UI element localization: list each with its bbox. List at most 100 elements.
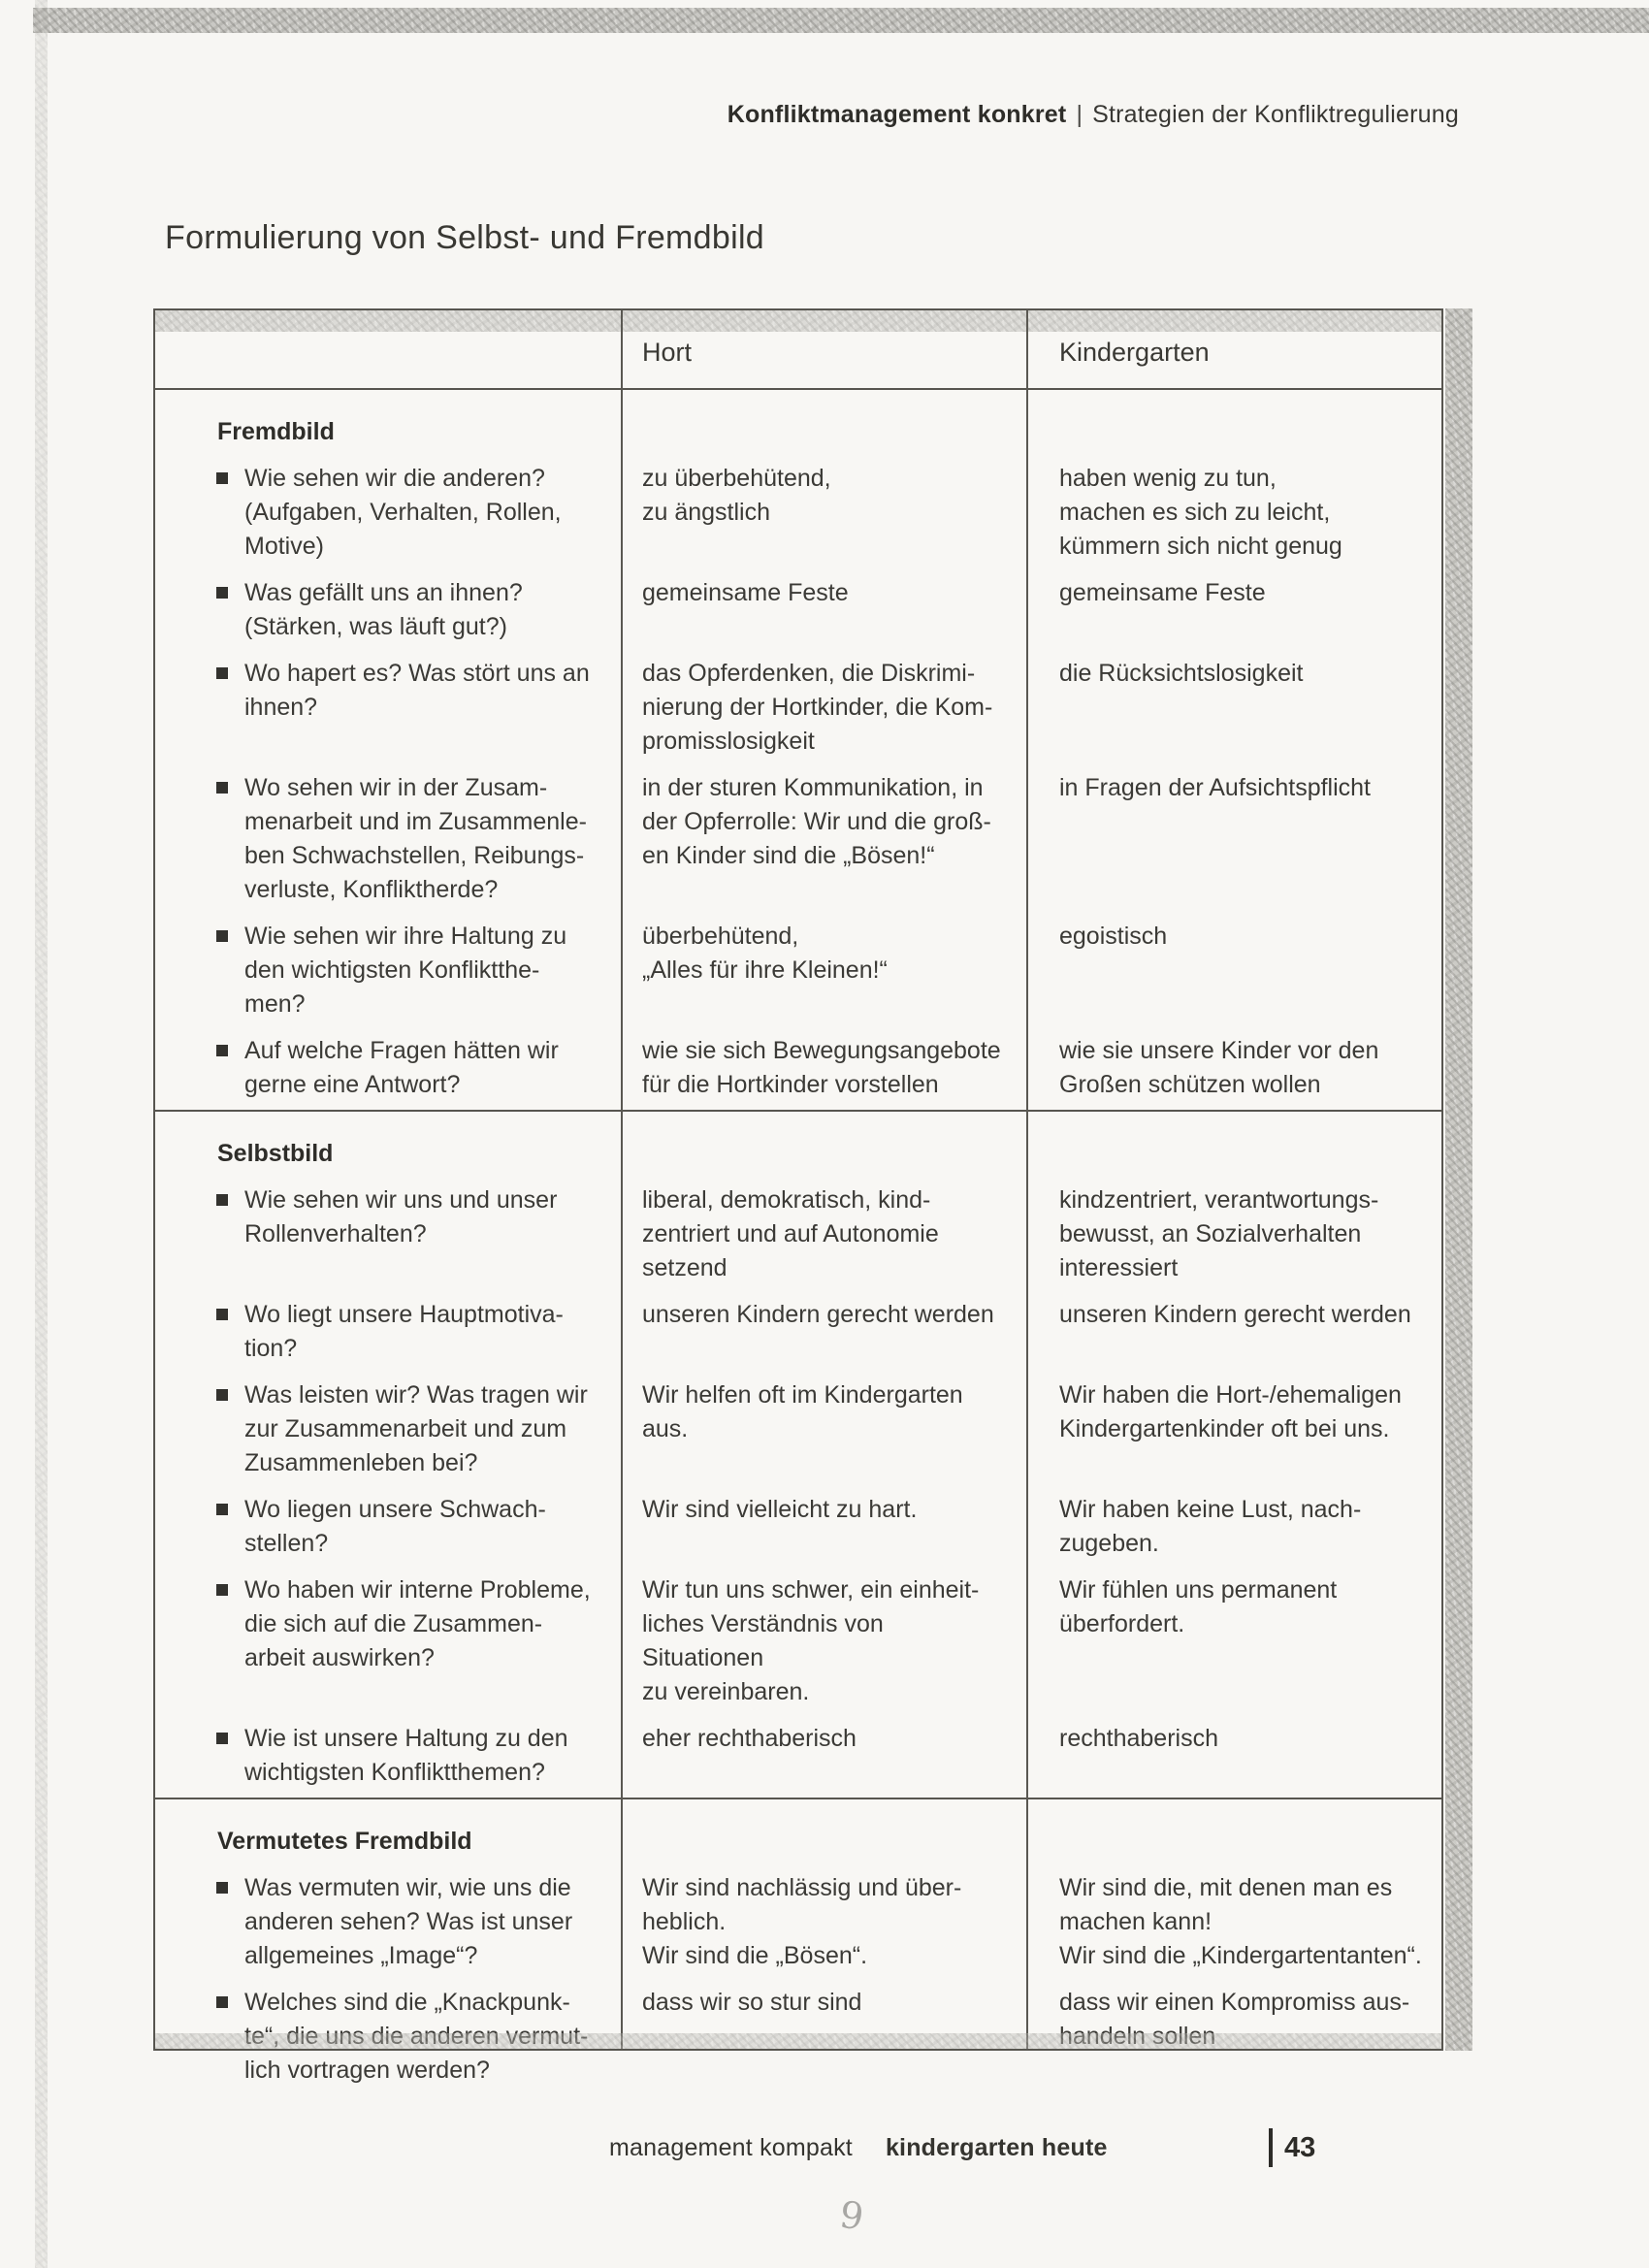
question-text: Was vermuten wir, wie uns die anderen se… <box>244 1874 573 1969</box>
kindergarten-cell: Wir sind die, mit denen man es machen ka… <box>1059 1874 1422 1969</box>
hort-cell: liberal, demokratisch, kind- zentriert u… <box>642 1186 939 1281</box>
running-head: Konfliktmanagement konkret | Strategien de… <box>728 101 1459 129</box>
question-cell: Welches sind die „Knackpunk- te“, die un… <box>155 1986 621 2088</box>
hort-cell: eher rechthaberisch <box>642 1725 857 1752</box>
bullet-square-icon <box>216 587 228 599</box>
section-heading: Fremdbild <box>217 418 335 445</box>
hort-cell: wie sie sich Bewegungsangebote für die H… <box>642 1037 1001 1098</box>
question-text: Wo haben wir interne Probleme, die sich … <box>244 1576 591 1671</box>
question-cell: Wo haben wir interne Probleme, die sich … <box>155 1573 621 1709</box>
question-cell: Was gefällt uns an ihnen? (Stärken, was … <box>155 576 621 644</box>
kindergarten-cell: gemeinsame Feste <box>1059 579 1266 606</box>
kindergarten-cell: kindzentriert, verantwortungs- bewusst, … <box>1059 1186 1379 1281</box>
bullet-square-icon <box>216 1584 228 1596</box>
question-cell: Wo sehen wir in der Zusam- menarbeit und… <box>155 771 621 907</box>
question-text: Wie ist unsere Haltung zu den wichtigste… <box>244 1725 568 1786</box>
question-text: Welches sind die „Knackpunk- te“, die un… <box>244 1989 589 2084</box>
bullet-square-icon <box>216 1733 228 1744</box>
pencil-mark: 9 <box>837 2192 867 2239</box>
table-sections: Fremdbild Wie sehen wir die anderen? (Auf… <box>155 390 1441 2134</box>
kindergarten-cell: dass wir einen Kompromiss aus- handeln s… <box>1059 1989 1410 2050</box>
question-text: Was gefällt uns an ihnen? (Stärken, was … <box>244 579 523 640</box>
kindergarten-cell: die Rücksichtslosigkeit <box>1059 660 1304 687</box>
scan-band-table-top <box>155 310 1441 332</box>
table-row: Wie ist unsere Haltung zu den wichtigste… <box>155 1722 1441 1790</box>
question-cell: Auf welche Fragen hätten wir gerne eine … <box>155 1034 621 1102</box>
bullet-square-icon <box>216 930 228 942</box>
kindergarten-cell: Wir fühlen uns permanent überfordert. <box>1059 1576 1338 1637</box>
hort-cell: überbehütend, „Alles für ihre Kleinen!“ <box>642 923 888 984</box>
table-section: Fremdbild Wie sehen wir die anderen? (Auf… <box>155 390 1441 1110</box>
column-header-empty <box>155 346 621 352</box>
footer-brand: kindergarten heute <box>885 2134 1108 2161</box>
bullet-square-icon <box>216 1996 228 2008</box>
bullet-square-icon <box>216 1389 228 1401</box>
bullet-square-icon <box>216 782 228 794</box>
hort-cell: dass wir so stur sind <box>642 1989 862 2016</box>
question-text: Was leisten wir? Was tragen wir zur Zusa… <box>244 1381 588 1476</box>
question-cell: Wie sehen wir ihre Haltung zu den wichti… <box>155 920 621 1021</box>
column-divider-2 <box>1026 310 1028 2049</box>
bullet-square-icon <box>216 1882 228 1894</box>
question-text: Wie sehen wir uns und unser Rollenverhal… <box>244 1186 558 1247</box>
table-row: Wie sehen wir uns und unser Rollenverhal… <box>155 1183 1441 1285</box>
question-cell: Wie ist unsere Haltung zu den wichtigste… <box>155 1722 621 1790</box>
bullet-square-icon <box>216 1309 228 1320</box>
table-section: Selbstbild Wie sehen wir uns und unser Ro… <box>155 1110 1441 1798</box>
hort-cell: Wir sind nachlässig und über- heblich. W… <box>642 1874 962 1969</box>
running-head-bold: Konfliktmanagement konkret <box>727 101 1067 128</box>
hort-cell: Wir tun uns schwer, ein einheit- liches … <box>642 1576 980 1705</box>
question-cell: Wie sehen wir die anderen? (Aufgaben, Ve… <box>155 462 621 564</box>
comparison-table: Hort Kindergarten Fremdbild Wie sehen wir… <box>153 308 1443 2084</box>
table-row: Wo liegen unsere Schwach- stellen? Wir si… <box>155 1493 1441 1561</box>
bullet-square-icon <box>216 1045 228 1056</box>
table-row: Was leisten wir? Was tragen wir zur Zusa… <box>155 1378 1441 1480</box>
question-cell: Was leisten wir? Was tragen wir zur Zusa… <box>155 1378 621 1480</box>
bullet-square-icon <box>216 1504 228 1515</box>
kindergarten-cell: unseren Kindern gerecht werden <box>1059 1301 1411 1328</box>
running-head-separator: | <box>1076 101 1083 128</box>
scan-band-right <box>1445 308 1472 2051</box>
table-row: Wie sehen wir ihre Haltung zu den wichti… <box>155 920 1441 1021</box>
page-footer: management kompakt kindergarten heute 43 <box>609 2128 1649 2167</box>
kindergarten-cell: Wir haben keine Lust, nach- zugeben. <box>1059 1496 1362 1557</box>
scan-band-table-bottom <box>155 2033 1441 2049</box>
bullet-square-icon <box>216 1194 228 1206</box>
scan-edge-top <box>33 8 1649 33</box>
kindergarten-cell: in Fragen der Aufsichtspflicht <box>1059 774 1371 801</box>
table-row: Was gefällt uns an ihnen? (Stärken, was … <box>155 576 1441 644</box>
section-heading: Selbstbild <box>217 1140 334 1167</box>
question-cell: Was vermuten wir, wie uns die anderen se… <box>155 1871 621 1973</box>
hort-cell: zu überbehütend, zu ängstlich <box>642 465 831 526</box>
table-row: Welches sind die „Knackpunk- te“, die un… <box>155 1986 1441 2088</box>
page-title: Formulierung von Selbst- und Fremdbild <box>165 219 765 256</box>
hort-cell: das Opferdenken, die Diskrimi- nierung d… <box>642 660 993 755</box>
table-row: Wo liegt unsere Hauptmotiva- tion? unsere… <box>155 1298 1441 1366</box>
hort-cell: gemeinsame Feste <box>642 579 849 606</box>
table-row: Wo haben wir interne Probleme, die sich … <box>155 1573 1441 1709</box>
bullet-square-icon <box>216 667 228 679</box>
question-text: Wo sehen wir in der Zusam- menarbeit und… <box>244 774 587 903</box>
kindergarten-cell: wie sie unsere Kinder vor den Großen sch… <box>1059 1037 1379 1098</box>
table-row: Wo sehen wir in der Zusam- menarbeit und… <box>155 771 1441 907</box>
section-heading: Vermutetes Fremdbild <box>217 1828 472 1855</box>
table-row: Was vermuten wir, wie uns die anderen se… <box>155 1871 1441 1973</box>
footer-imprint: management kompakt <box>609 2134 853 2161</box>
column-header-kindergarten: Kindergarten <box>1059 337 1210 367</box>
hort-cell: in der sturen Kommunikation, in der Opfe… <box>642 774 991 869</box>
question-text: Wie sehen wir ihre Haltung zu den wichti… <box>244 923 567 1018</box>
question-text: Wo liegt unsere Hauptmotiva- tion? <box>244 1301 564 1362</box>
table-row: Wo hapert es? Was stört uns an ihnen? das… <box>155 657 1441 759</box>
question-cell: Wo hapert es? Was stört uns an ihnen? <box>155 657 621 759</box>
kindergarten-cell: haben wenig zu tun, machen es sich zu le… <box>1059 465 1342 560</box>
table-row: Wie sehen wir die anderen? (Aufgaben, Ve… <box>155 462 1441 564</box>
question-text: Wie sehen wir die anderen? (Aufgaben, Ve… <box>244 465 562 560</box>
hort-cell: Wir sind vielleicht zu hart. <box>642 1496 918 1523</box>
kindergarten-cell: egoistisch <box>1059 923 1168 950</box>
table-header-row: Hort Kindergarten <box>155 310 1441 390</box>
question-text: Wo hapert es? Was stört uns an ihnen? <box>244 660 590 721</box>
question-text: Wo liegen unsere Schwach- stellen? <box>244 1496 546 1557</box>
column-divider-1 <box>621 310 623 2049</box>
question-cell: Wie sehen wir uns und unser Rollenverhal… <box>155 1183 621 1285</box>
